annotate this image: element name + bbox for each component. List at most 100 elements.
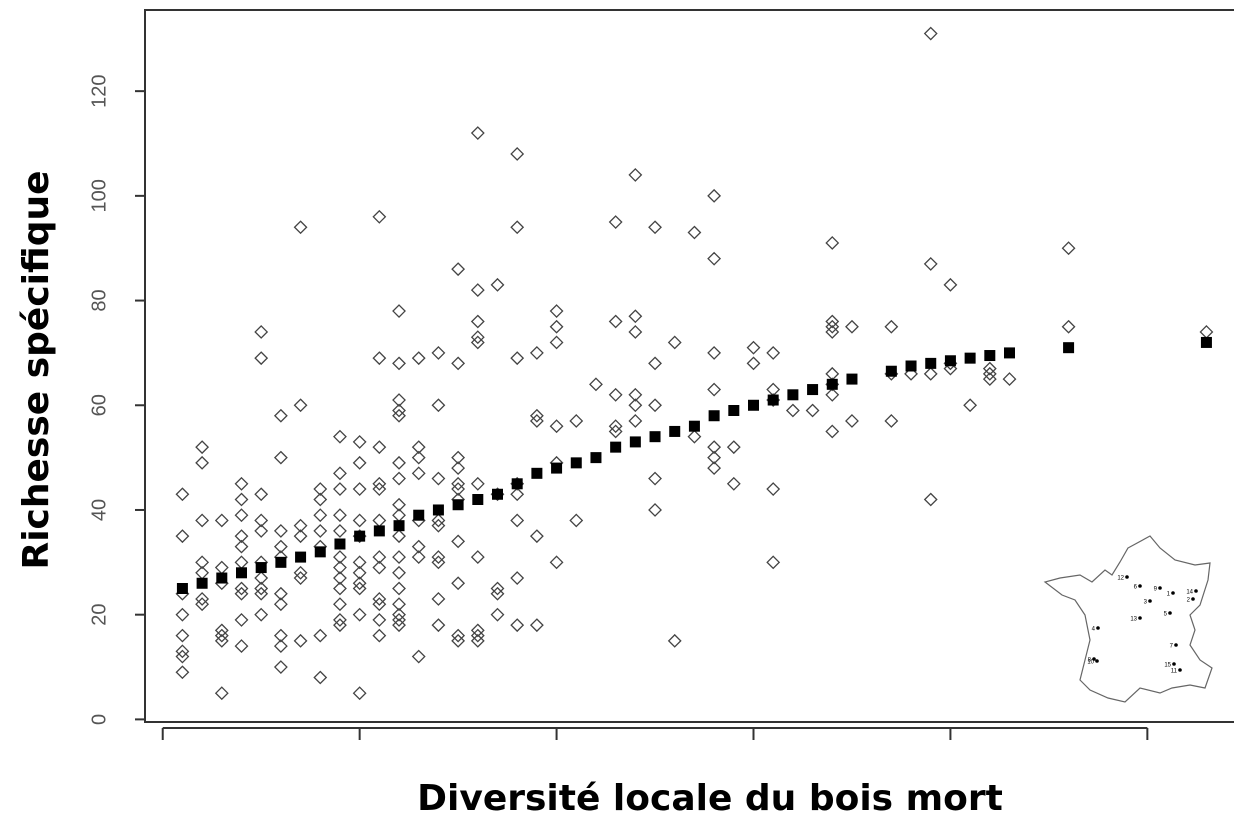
diamond-point (549, 304, 564, 318)
diamond-point (628, 309, 643, 324)
diamond-point (293, 529, 308, 544)
diamond-point (667, 335, 682, 350)
diamond-point (766, 345, 781, 360)
diamond-point (451, 476, 466, 491)
diamond-point (214, 628, 229, 643)
map-label: 10 (1087, 660, 1094, 666)
diamond-point (372, 612, 387, 627)
diamond-point (431, 550, 446, 565)
diamond-point (273, 660, 288, 674)
map-label: 11 (1171, 669, 1178, 675)
diamond-point (195, 440, 210, 455)
diamond-point (490, 581, 505, 596)
diamond-point (313, 523, 328, 538)
diamond-point (943, 277, 958, 292)
map-label: 8 (1088, 658, 1092, 664)
x-axis-title: Diversité locale du bois mort (417, 778, 1003, 819)
diamond-point (923, 366, 938, 381)
diamond-point (175, 649, 190, 664)
map-site (1174, 643, 1178, 647)
diamond-point (175, 607, 190, 622)
map-label: 15 (1164, 663, 1171, 669)
map-label: 3 (1144, 600, 1148, 606)
diamond-point (549, 419, 564, 434)
diamond-point (333, 523, 347, 538)
square-point (925, 357, 937, 369)
diamond-point (273, 523, 288, 538)
map-label: 13 (1130, 617, 1137, 623)
diamond-point (549, 555, 564, 570)
diamond-point (175, 628, 190, 643)
diamond-point (254, 523, 269, 538)
diamond-point (687, 225, 702, 240)
diamond-point (982, 366, 997, 381)
diamond-point (1061, 241, 1076, 256)
diamond-point (845, 319, 859, 334)
diamond-point (234, 508, 249, 523)
diamond-point (648, 220, 662, 235)
diamond-point (392, 565, 406, 580)
diamond-point (451, 628, 466, 643)
diamond-point (904, 366, 918, 381)
diamond-point (333, 581, 347, 596)
square-point (511, 478, 523, 490)
diamond-point (923, 492, 938, 507)
diamond-point (510, 487, 525, 502)
diamond-point (470, 628, 485, 643)
diamond-point (431, 398, 446, 413)
map-site (1172, 662, 1176, 666)
diamond-point (510, 351, 525, 366)
diamond-point (707, 461, 722, 476)
diamond-point (431, 518, 446, 533)
map-site (1168, 611, 1172, 615)
diamond-point (392, 455, 406, 470)
diamond-point (628, 414, 643, 428)
diamond-point (608, 215, 623, 229)
map-label: 5 (1164, 612, 1168, 618)
square-point (354, 530, 366, 542)
diamond-point (1061, 319, 1076, 334)
map-label: 7 (1170, 644, 1174, 650)
map-site (1125, 575, 1129, 579)
diamond-point (313, 482, 328, 496)
y-tick-label: 80 (88, 289, 110, 311)
diamond-point (392, 393, 406, 407)
square-point (688, 420, 700, 432)
diamond-point (254, 571, 269, 585)
map-site (1194, 589, 1198, 593)
square-point (964, 352, 976, 364)
diamond-point (746, 356, 761, 371)
diamond-point (372, 209, 387, 224)
diamond-point (923, 256, 938, 271)
diamond-point (1199, 325, 1214, 339)
diamond-point (234, 586, 249, 601)
map-label: 12 (1117, 576, 1124, 582)
y-tick-label: 60 (88, 394, 110, 416)
square-point (393, 520, 405, 532)
diamond-point (490, 586, 505, 601)
diamond-point (372, 628, 387, 643)
diamond-point (431, 592, 446, 606)
diamond-point (372, 592, 387, 606)
diamond-point (352, 686, 367, 701)
map-site (1092, 657, 1096, 661)
diamond-point (766, 555, 781, 570)
square-point (826, 378, 838, 390)
map-site (1138, 616, 1142, 620)
diamond-point (313, 670, 328, 685)
diamond-point (273, 639, 288, 654)
diamond-point (431, 345, 446, 360)
diamond-point (273, 586, 288, 601)
diamond-point (293, 398, 308, 413)
square-point (432, 504, 444, 516)
diamond-point (254, 513, 269, 528)
diamond-point (451, 356, 466, 371)
diamond-point (352, 555, 367, 570)
square-point (334, 538, 346, 550)
square-point (235, 567, 247, 579)
diamond-point (333, 597, 347, 612)
diamond-point (825, 325, 840, 339)
diamond-point (648, 398, 662, 413)
square-point (708, 410, 720, 422)
